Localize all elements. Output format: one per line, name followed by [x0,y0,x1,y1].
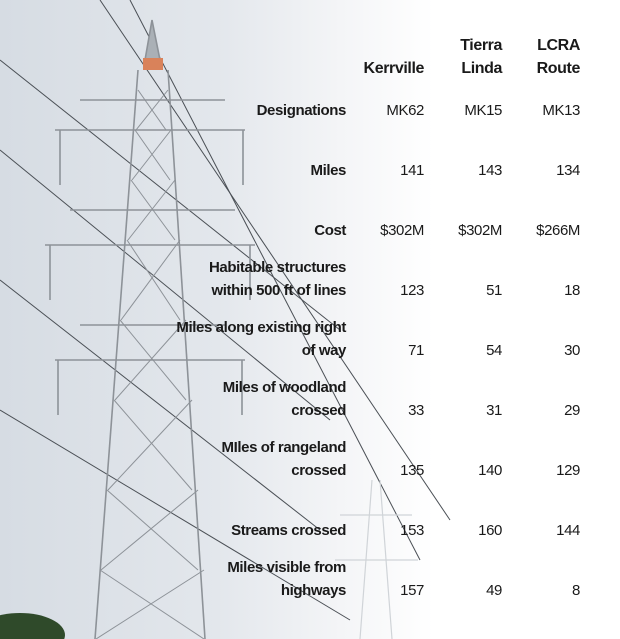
cell-value: 49 [486,582,502,599]
row-label: Habitable structures within 500 ft of li… [208,259,346,299]
cell-value: 33 [408,402,424,419]
cell-value: 135 [400,462,424,479]
cell-value: 157 [400,582,424,599]
cell-value: 141 [400,162,424,179]
column-header: Tierra Linda [460,37,502,77]
cell-value: 144 [556,522,580,539]
row-label: Cost [314,222,346,239]
cell-value: 160 [478,522,502,539]
cell-value: 18 [564,282,580,299]
cell-value: $302M [458,222,502,239]
cell-value: 51 [486,282,502,299]
cell-value: $302M [380,222,424,239]
row-label: Miles [310,162,346,179]
row-label: Miles of woodland crossed [222,379,347,419]
cell-value: 8 [572,582,580,599]
cell-value: MK15 [464,102,502,119]
cell-value: MK13 [542,102,580,119]
row-label: Miles visible from highways [227,559,346,599]
column-header: Kerrville [363,60,425,77]
cell-value: 123 [400,282,424,299]
row-label: Streams crossed [231,522,346,539]
cell-value: MK62 [386,102,424,119]
cell-value: $266M [536,222,580,239]
cell-value: 54 [486,342,502,359]
row-label: Miles along existing right of way [176,319,346,359]
cell-value: 71 [408,342,424,359]
cell-value: 29 [564,402,580,419]
row-label: Designations [256,102,347,119]
cell-value: 153 [400,522,424,539]
cell-value: 143 [478,162,502,179]
cell-value: 134 [556,162,580,179]
cell-value: 31 [486,402,502,419]
column-header: LCRA Route [536,37,581,77]
cell-value: 129 [556,462,580,479]
cell-value: 140 [478,462,502,479]
row-label: MIles of rangeland crossed [221,439,347,479]
cell-value: 30 [564,342,580,359]
